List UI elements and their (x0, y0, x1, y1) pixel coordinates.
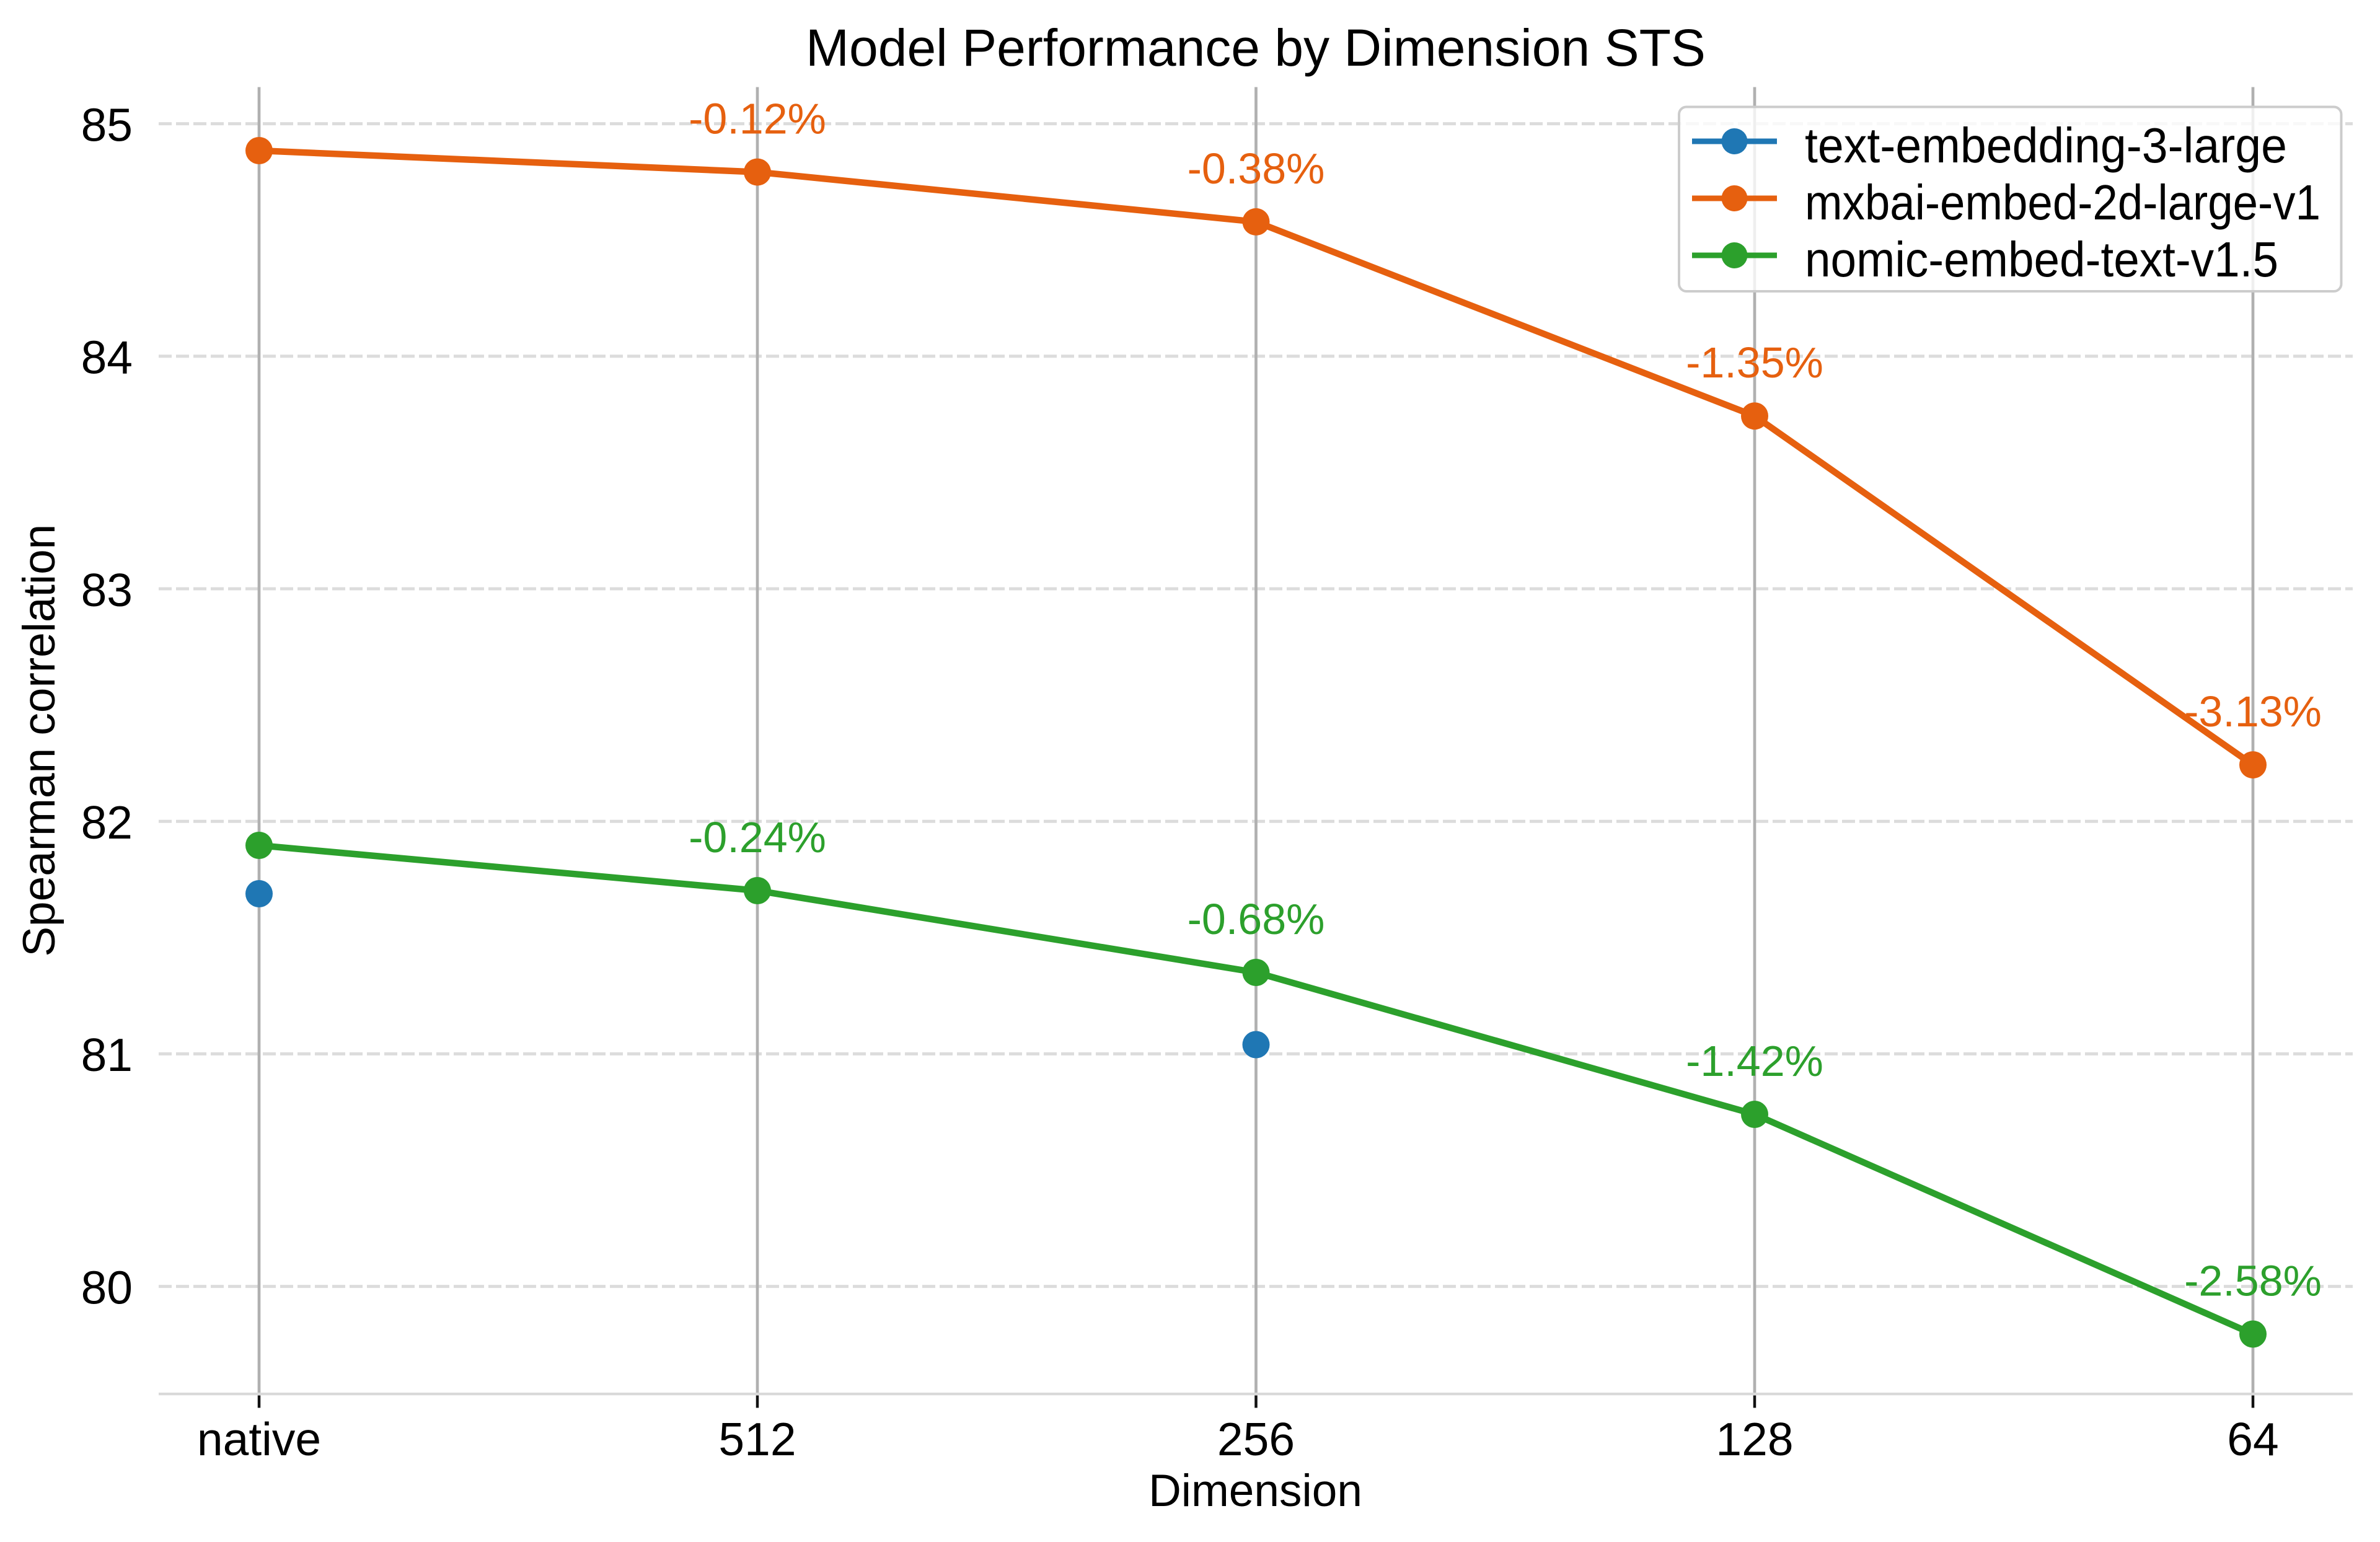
svg-text:-3.13%: -3.13% (2184, 687, 2322, 736)
svg-text:nomic-embed-text-v1.5: nomic-embed-text-v1.5 (1805, 232, 2278, 287)
svg-text:81: 81 (81, 1029, 133, 1081)
svg-text:-0.12%: -0.12% (689, 95, 826, 143)
svg-text:mxbai-embed-2d-large-v1: mxbai-embed-2d-large-v1 (1805, 175, 2320, 230)
svg-text:-0.38%: -0.38% (1188, 144, 1325, 193)
svg-text:83: 83 (81, 564, 133, 616)
svg-text:Spearman correlation: Spearman correlation (14, 524, 64, 957)
svg-text:80: 80 (81, 1261, 133, 1313)
svg-text:-1.42%: -1.42% (1686, 1037, 1823, 1085)
svg-text:native: native (197, 1413, 321, 1465)
svg-text:-0.24%: -0.24% (689, 813, 826, 861)
svg-text:-1.35%: -1.35% (1686, 338, 1823, 387)
svg-text:85: 85 (81, 99, 133, 151)
svg-text:512: 512 (718, 1413, 796, 1465)
svg-text:Model Performance by Dimension: Model Performance by Dimension STS (806, 19, 1706, 77)
svg-text:-2.58%: -2.58% (2184, 1257, 2322, 1305)
svg-text:128: 128 (1716, 1413, 1793, 1465)
svg-text:82: 82 (81, 796, 133, 848)
svg-text:256: 256 (1217, 1413, 1295, 1465)
svg-text:text-embedding-3-large: text-embedding-3-large (1805, 118, 2287, 173)
svg-text:-0.68%: -0.68% (1188, 895, 1325, 943)
svg-text:Dimension: Dimension (1148, 1466, 1362, 1516)
svg-text:84: 84 (81, 332, 133, 384)
svg-text:64: 64 (2227, 1413, 2278, 1465)
